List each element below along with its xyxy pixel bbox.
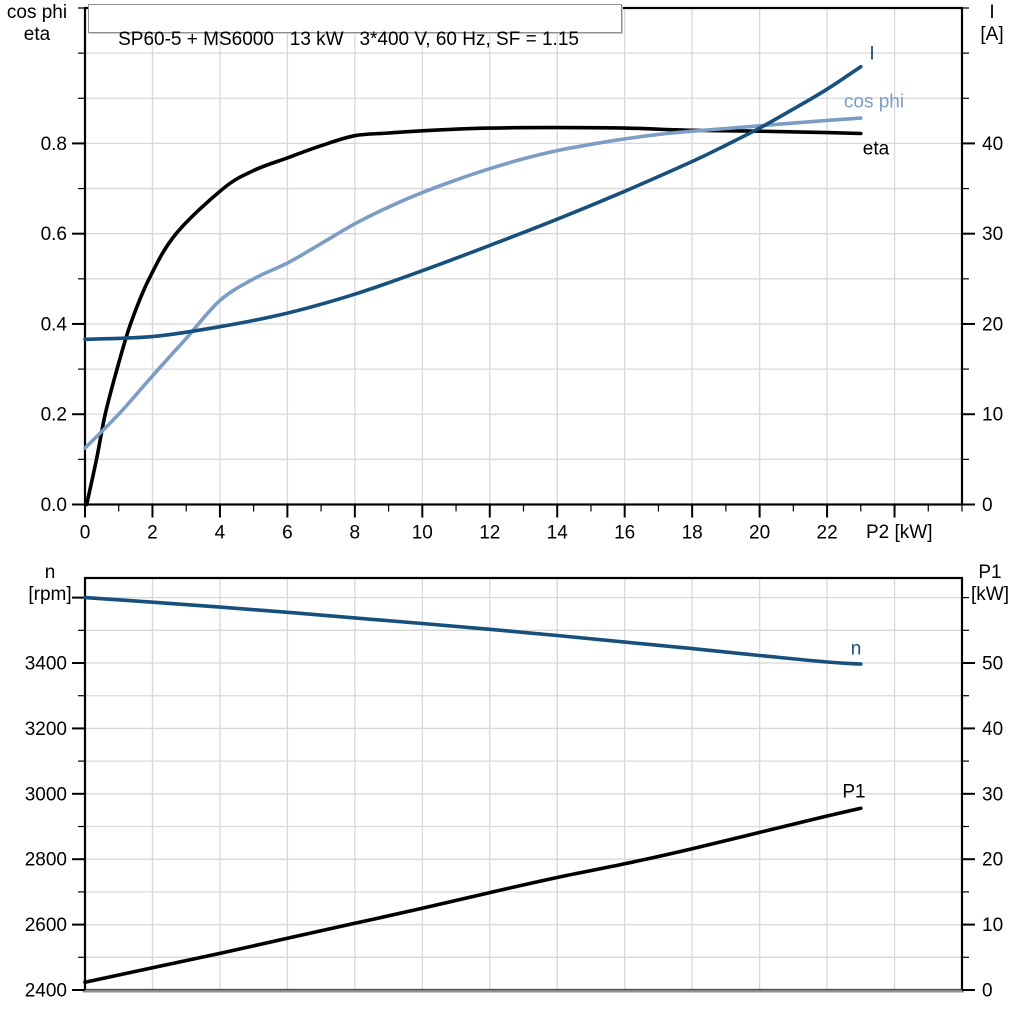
curve-P1 xyxy=(83,806,863,984)
curve-n xyxy=(83,595,863,666)
bottom-left-axis-title-line2: [rpm] xyxy=(28,584,72,605)
left-axis-tick-label: 0.6 xyxy=(41,224,67,245)
bottom-left-axis-title: n [rpm] xyxy=(16,562,84,606)
bottom-right-axis-title: P1 [kW] xyxy=(960,562,1020,606)
x-axis-tick-label: 18 xyxy=(682,523,703,544)
x-axis-tick-label: 20 xyxy=(749,523,770,544)
x-axis-tick-label: 0 xyxy=(80,523,91,544)
x-axis-tick-label: 6 xyxy=(282,523,293,544)
top-plot-frame xyxy=(83,6,964,506)
right-axis-tick-label: 40 xyxy=(982,719,1003,740)
top-left-axis-title-line2: eta xyxy=(23,24,51,45)
curve-eta xyxy=(84,125,863,507)
x-axis-tick-label: 14 xyxy=(547,523,569,544)
curve-label-P1: P1 xyxy=(842,782,865,803)
right-axis-tick-label: 10 xyxy=(982,405,1003,426)
curve-label-eta: eta xyxy=(863,139,890,160)
top-right-axis-title-line1: I xyxy=(989,2,995,23)
left-axis-tick-label: 0.4 xyxy=(41,314,68,335)
left-axis-tick-label: 3400 xyxy=(25,654,67,675)
x-axis-tick-label: 10 xyxy=(412,523,433,544)
bottom-right-axis-title-line1: P1 xyxy=(978,562,1002,583)
right-axis-tick-label: 50 xyxy=(982,654,1003,675)
left-axis-tick-label: 3000 xyxy=(25,784,67,805)
left-axis-tick-label: 2400 xyxy=(25,981,67,1002)
left-axis-tick-label: 0.8 xyxy=(41,134,67,155)
left-axis-tick-label: 0.0 xyxy=(41,495,67,516)
curve-I xyxy=(83,64,863,342)
curve-label-I: I xyxy=(869,44,874,65)
right-axis-tick-label: 30 xyxy=(982,784,1003,805)
chart-title-text: SP60-5 + MS6000 13 kW 3*400 V, 60 Hz, SF… xyxy=(118,29,579,50)
bottom-left-axis-title-line1: n xyxy=(44,562,56,583)
left-axis-tick-label: 2600 xyxy=(25,915,67,936)
curve-label-cos-phi: cos phi xyxy=(844,92,904,113)
right-axis-tick-label: 30 xyxy=(982,224,1003,245)
right-axis-tick-label: 0 xyxy=(982,981,993,1002)
top-left-axis-title-line1: cos phi xyxy=(6,2,68,23)
x-axis-tick-label: 12 xyxy=(479,523,500,544)
bottom-right-axis-title-line2: [kW] xyxy=(971,584,1009,605)
chart-title-box: SP60-5 + MS6000 13 kW 3*400 V, 60 Hz, SF… xyxy=(88,4,622,50)
curve-cos-phi xyxy=(83,116,863,450)
left-axis-tick-label: 3200 xyxy=(25,719,67,740)
right-axis-tick-label: 20 xyxy=(982,314,1003,335)
right-axis-tick-label: 10 xyxy=(982,915,1003,936)
right-axis-tick-label: 0 xyxy=(982,495,993,516)
x-axis-tick-label: 16 xyxy=(614,523,635,544)
left-axis-tick-label: 0.2 xyxy=(41,405,67,426)
x-axis-tick-label: 4 xyxy=(215,523,226,544)
top-right-axis-title: I [A] xyxy=(964,2,1020,46)
curve-label-n: n xyxy=(851,639,862,660)
x-axis-tick-label: 22 xyxy=(817,523,838,544)
x-axis-tick-label: 2 xyxy=(147,523,158,544)
left-axis-tick-label: 2800 xyxy=(25,850,67,871)
top-left-axis-title: cos phi eta xyxy=(4,2,70,46)
right-axis-tick-label: 40 xyxy=(982,134,1003,155)
bottom-plot-frame xyxy=(83,576,964,992)
top-right-axis-title-line2: [A] xyxy=(980,24,1004,45)
x-axis-title: P2 [kW] xyxy=(866,522,933,543)
right-axis-tick-label: 20 xyxy=(982,850,1003,871)
x-axis-tick-label: 8 xyxy=(350,523,361,544)
